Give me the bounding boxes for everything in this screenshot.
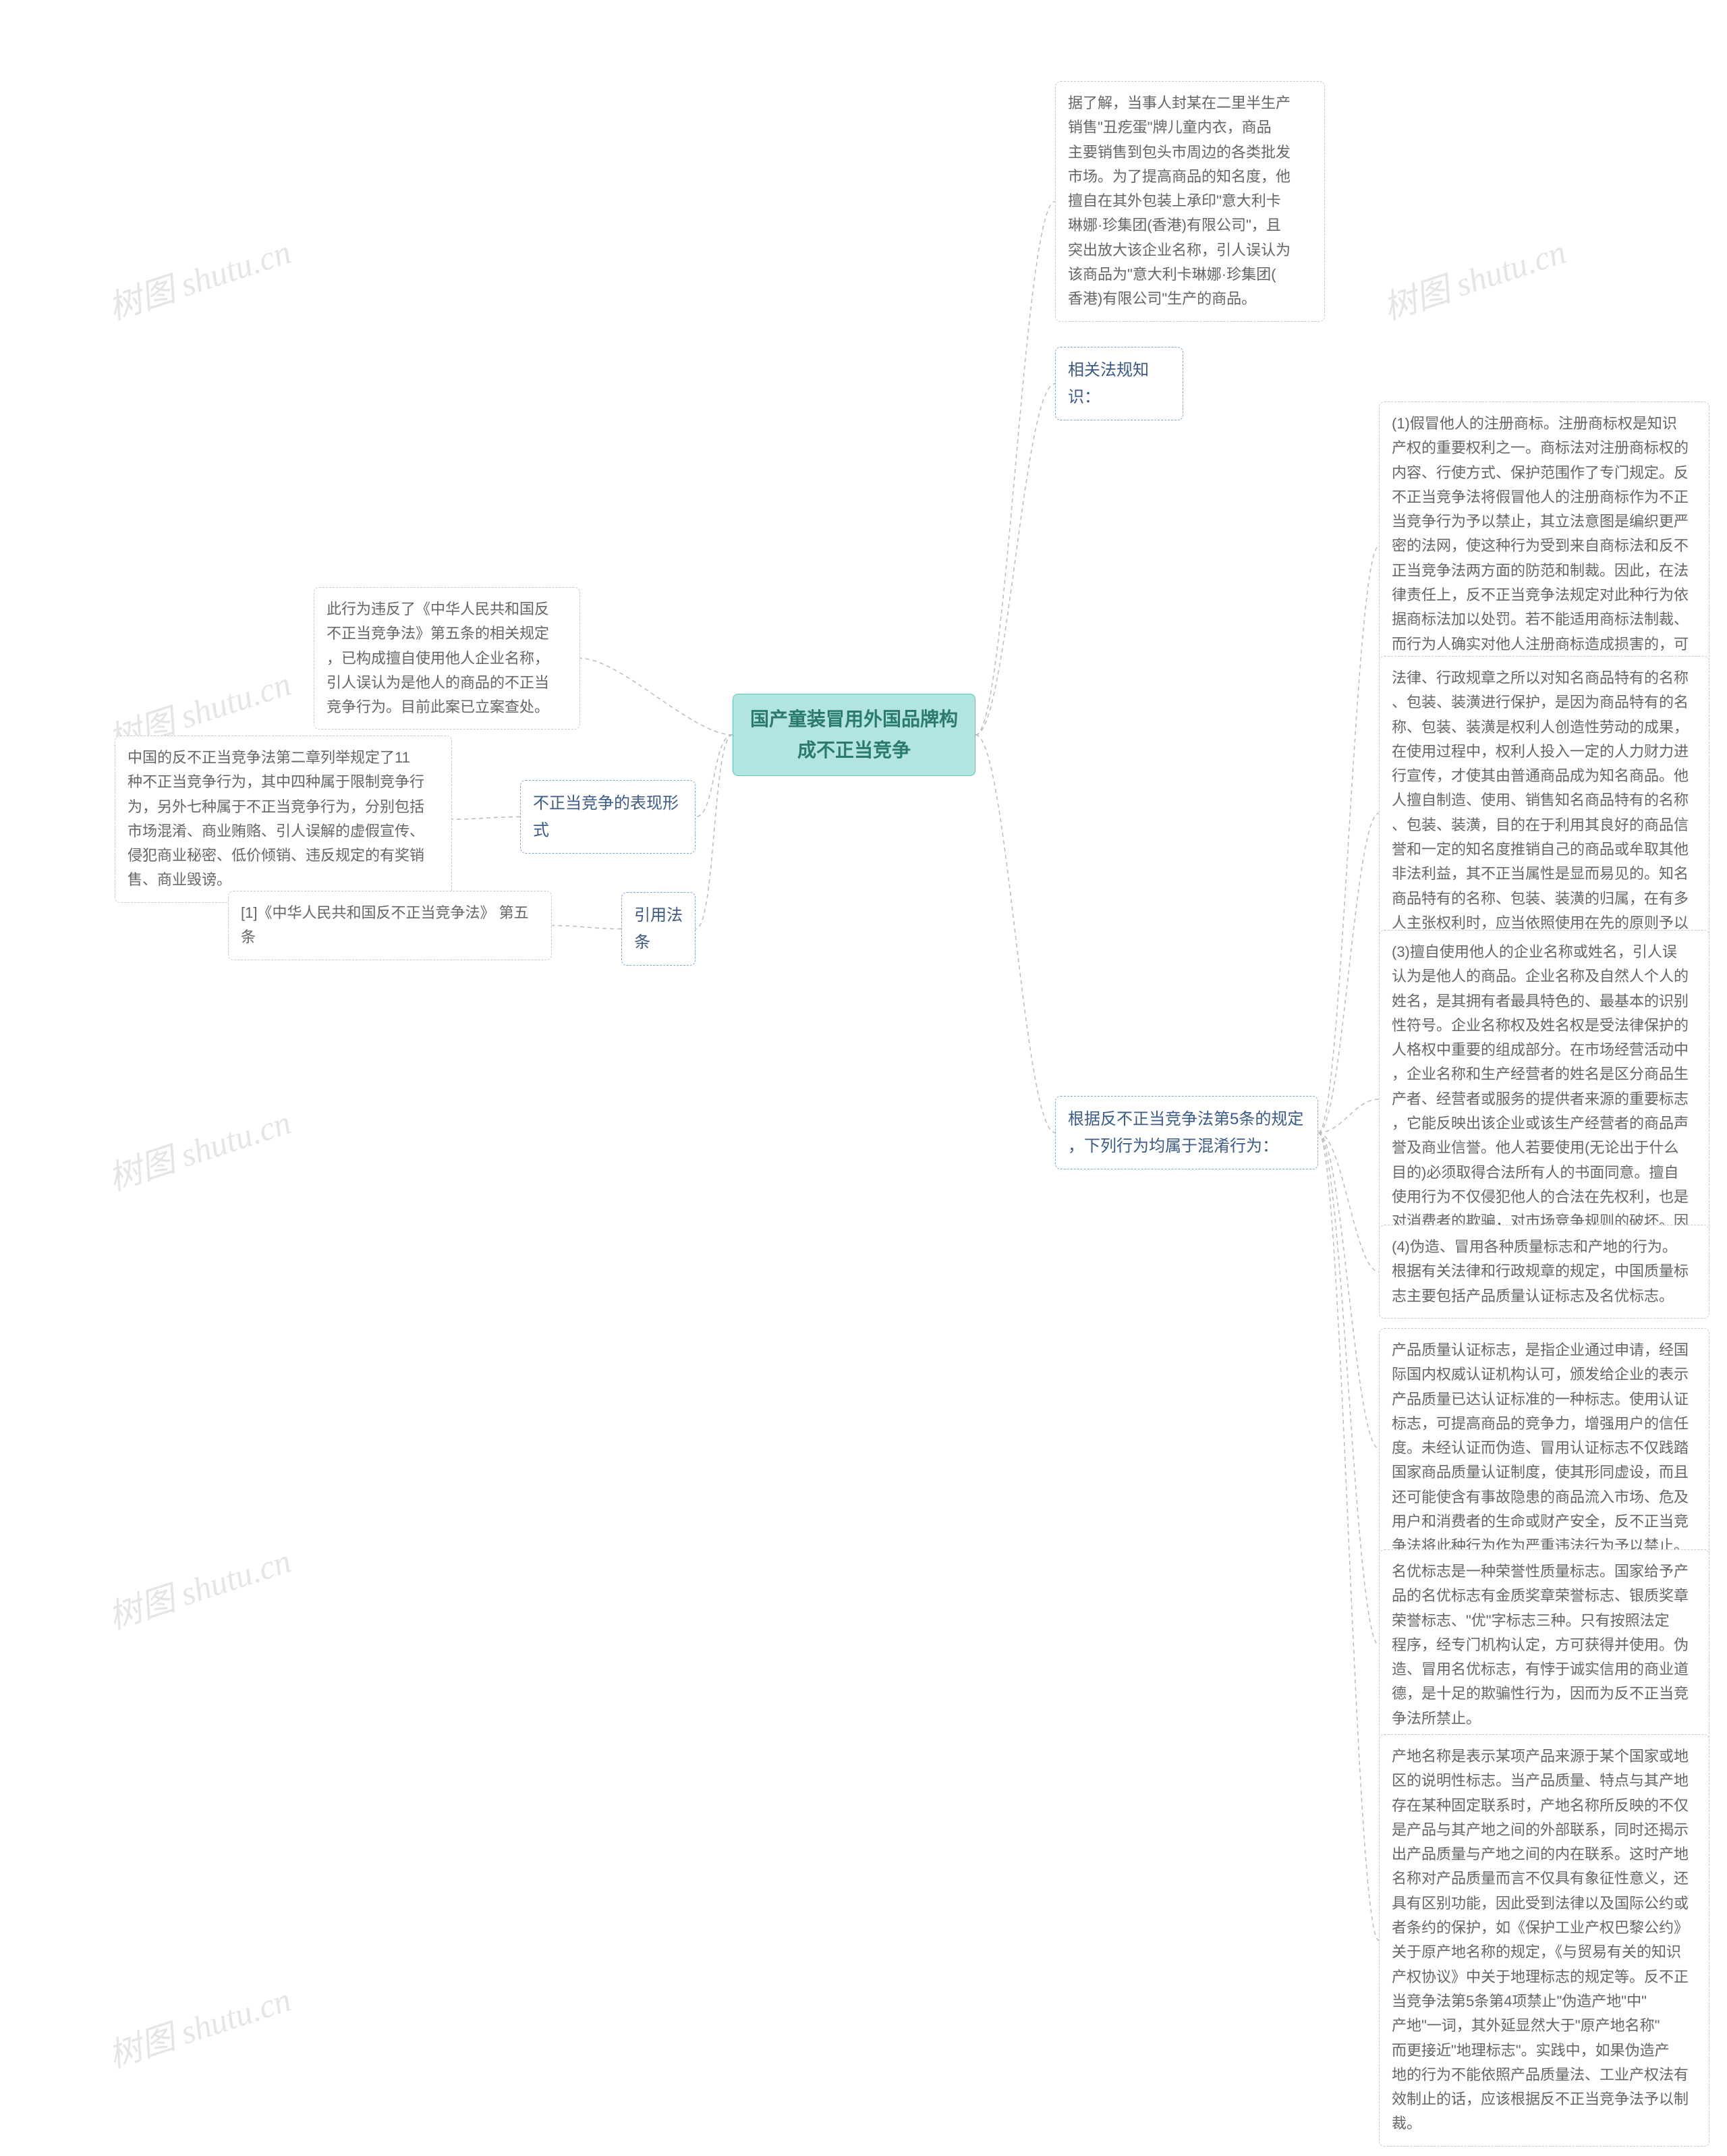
n_r7: 产地名称是表示某项产品来源于某个国家或地 区的说明性标志。当产品质量、特点与其产… [1379,1734,1709,2147]
watermark: 树图 shutu.cn [1376,225,1571,329]
connector [452,817,520,820]
n_intro: 据了解，当事人封某在二里半生产 销售"丑疙蛋"牌儿童内衣，商品 主要销售到包头市… [1055,81,1325,322]
connector [1318,1133,1379,1941]
connector [975,202,1055,736]
n_r2: 法律、行政规章之所以对知名商品特有的名称 、包装、装潢进行保护，是因为商品特有的… [1379,656,1709,970]
n_cite_txt: [1]《中华人民共和国反不正当竞争法》 第五 条 [228,891,552,960]
connector [1318,813,1379,1133]
n_related: 相关法规知识： [1055,347,1183,420]
n_cite: 引用法条 [621,892,696,966]
n_act5: 根据反不正当竞争法第5条的规定 ，下列行为均属于混淆行为： [1055,1096,1318,1169]
watermark: 树图 shutu.cn [101,225,296,329]
connector [1318,547,1379,1133]
n_form: 不正当竞争的表现形式 [520,780,696,854]
connector [1318,1099,1379,1133]
connector [975,384,1055,736]
connector [552,926,621,929]
connector [975,735,1055,1133]
center-node: 国产童装冒用外国品牌构 成不正当竞争 [733,694,975,776]
n_left1: 此行为违反了《中华人民共和国反 不正当竞争法》第五条的相关规定 ，已构成擅自使用… [314,587,580,729]
connector [696,735,733,817]
connector [580,659,733,736]
n_form_desc: 中国的反不正当竞争法第二章列举规定了11 种不正当竞争行为，其中四种属于限制竞争… [115,736,452,903]
n_r6: 名优标志是一种荣誉性质量标志。国家给予产 品的名优标志有金质奖章荣誉标志、银质奖… [1379,1549,1709,1741]
watermark: 树图 shutu.cn [101,1534,296,1638]
n_r3: (3)擅自使用他人的企业名称或姓名，引人误 认为是他人的商品。企业名称及自然人个… [1379,930,1709,1269]
connector [1318,1133,1379,1449]
n_r4: (4)伪造、冒用各种质量标志和产地的行为。 根据有关法律和行政规章的规定，中国质… [1379,1225,1709,1319]
connector [1318,1133,1379,1646]
watermark: 树图 shutu.cn [101,1972,296,2077]
n_r1: (1)假冒他人的注册商标。注册商标权是知识 产权的重要权利之一。商标法对注册商标… [1379,402,1709,691]
n_r5: 产品质量认证标志，是指企业通过申请，经国 际国内权威认证机构认可，颁发给企业的表… [1379,1328,1709,1569]
watermark: 树图 shutu.cn [101,1095,296,1200]
connector [696,735,733,929]
connector [1318,1133,1379,1272]
